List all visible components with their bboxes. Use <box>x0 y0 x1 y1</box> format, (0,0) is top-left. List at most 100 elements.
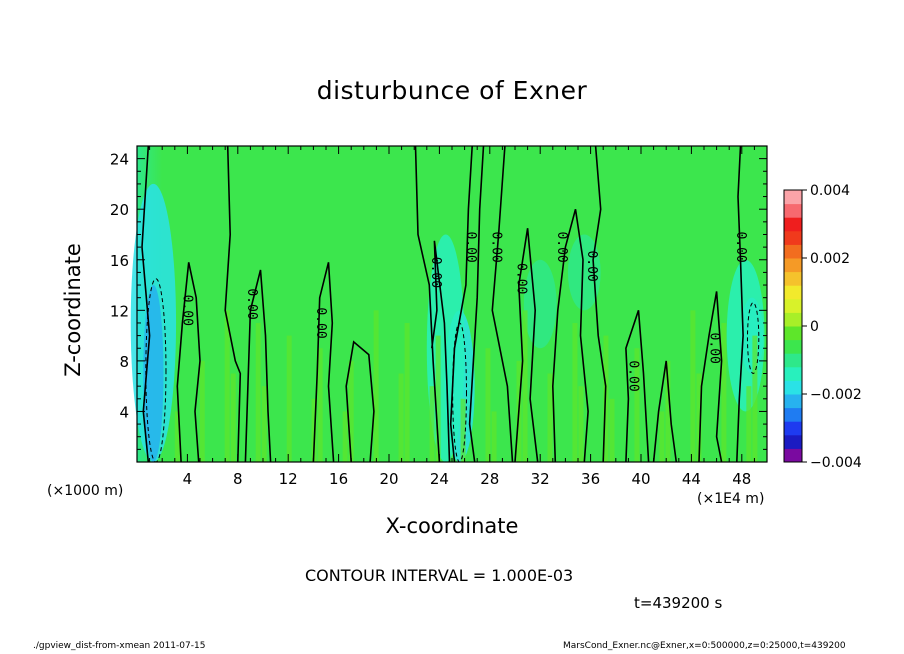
contour-label: 0.00 <box>180 295 195 326</box>
positive-streak <box>435 335 441 462</box>
colorbar-swatch <box>784 203 802 218</box>
positive-streak <box>404 322 410 462</box>
colorbar-swatch <box>784 326 802 341</box>
contour-line <box>652 360 678 463</box>
colorbar-swatch <box>784 285 802 300</box>
contour-label-group: 0.00 <box>428 257 443 288</box>
contour-line <box>592 145 607 463</box>
contour-label-group: 0.00 <box>244 288 259 319</box>
colorbar-swatch <box>784 271 802 286</box>
contour-label: 0.00 <box>514 263 529 294</box>
colorbar-swatch <box>784 258 802 273</box>
positive-streak <box>398 373 404 462</box>
positive-streak <box>491 411 497 462</box>
colorbar-swatch <box>784 366 802 381</box>
contour-label-group: 0.00 <box>313 307 328 338</box>
positive-streak <box>746 386 752 462</box>
x-unit-left: (×1000 m) <box>47 483 124 499</box>
contour-label-group: 0.00 <box>463 231 478 262</box>
colorbar-swatch <box>784 353 802 368</box>
contour-label: 0.00 <box>244 288 259 319</box>
x-tick-label: 4 <box>183 470 193 488</box>
contour-line <box>491 145 514 463</box>
contour-line <box>468 145 485 463</box>
positive-streak <box>373 310 379 462</box>
x-unit-right: (×1E4 m) <box>697 491 765 507</box>
colorbar: 0.004 0.002 0 −0.002 −0.004 <box>783 183 862 471</box>
positive-streak <box>174 411 180 462</box>
contour-label: 0.00 <box>428 257 443 288</box>
colorbar-swatch <box>784 394 802 409</box>
y-tick-label: 4 <box>119 403 129 421</box>
x-tick-label: 40 <box>631 470 650 488</box>
y-tick-label: 8 <box>119 353 129 371</box>
contour-label: 0.00 <box>706 333 721 364</box>
negative-contour <box>746 302 760 375</box>
colorbar-swatch <box>784 312 802 327</box>
x-tick-label: 16 <box>329 470 348 488</box>
chart-title: disturbunce of Exner <box>316 76 588 105</box>
contour-label: 0.00 <box>313 307 328 338</box>
time-label: t=439200 s <box>634 594 723 612</box>
positive-streak <box>485 348 491 462</box>
positive-streak <box>696 373 702 462</box>
x-tick-label: 44 <box>682 470 701 488</box>
x-tick-label: 24 <box>430 470 449 488</box>
contour-line <box>141 145 151 463</box>
x-tick-label: 36 <box>581 470 600 488</box>
colorbar-swatch <box>784 298 802 313</box>
positive-streak <box>522 310 528 462</box>
contour-label-group: 0.00 <box>488 231 503 262</box>
contour-label: 0.00 <box>463 231 478 262</box>
positive-streak <box>752 335 758 462</box>
footer-right: MarsCond_Exner.nc@Exner,x=0:500000,z=0:2… <box>563 641 846 651</box>
contour-line <box>345 340 375 463</box>
x-tick-label: 8 <box>233 470 243 488</box>
y-tick-label: 20 <box>110 201 129 219</box>
contour-label-group: 0.00 <box>180 295 195 326</box>
contour-label: 0.00 <box>733 231 748 262</box>
contour-label: 0.00 <box>488 231 503 262</box>
contour-line <box>312 262 335 463</box>
colorbar-swatch <box>784 190 802 205</box>
positive-streak <box>690 310 696 462</box>
positive-streak <box>429 386 435 462</box>
contour-label: 0.00 <box>584 250 599 281</box>
contour-label: 0.00 <box>626 360 641 391</box>
contour-label-group: 0.00 <box>584 250 599 281</box>
colorbar-tick-label: 0.002 <box>810 251 850 267</box>
positive-streak <box>578 386 584 462</box>
y-tick-label: 12 <box>110 302 129 320</box>
positive-streak <box>230 373 236 462</box>
colorbar-tick-label: −0.004 <box>810 455 862 471</box>
positive-streak <box>634 348 640 462</box>
colorbar-tick-label: 0 <box>810 319 819 335</box>
positive-streak <box>460 398 466 462</box>
x-axis-label: X-coordinate <box>385 514 519 538</box>
positive-streak <box>572 322 578 462</box>
contour-line <box>625 310 650 463</box>
positive-streak <box>665 360 671 462</box>
contour-label-group: 0.00 <box>554 231 569 262</box>
positive-streak <box>286 335 292 462</box>
positive-streak <box>317 348 323 462</box>
positive-streak <box>348 360 354 462</box>
contour-line <box>698 291 723 463</box>
positive-streak <box>199 360 205 462</box>
contour-line <box>736 145 744 463</box>
colorbar-swatch <box>784 339 802 354</box>
positive-streak <box>721 322 727 462</box>
colorbar-swatch <box>784 407 802 422</box>
contour-line <box>224 145 242 463</box>
x-tick-label: 12 <box>279 470 298 488</box>
y-axis-label: Z-coordinate <box>61 243 85 377</box>
x-tick-label: 28 <box>480 470 499 488</box>
colorbar-tick-label: −0.002 <box>810 387 862 403</box>
contour-line <box>449 145 473 463</box>
contour-label-group: 0.00 <box>626 360 641 391</box>
positive-streak <box>342 411 348 462</box>
x-tick-label: 32 <box>531 470 550 488</box>
y-tick-label: 24 <box>110 151 129 169</box>
colorbar-swatch <box>784 434 802 449</box>
